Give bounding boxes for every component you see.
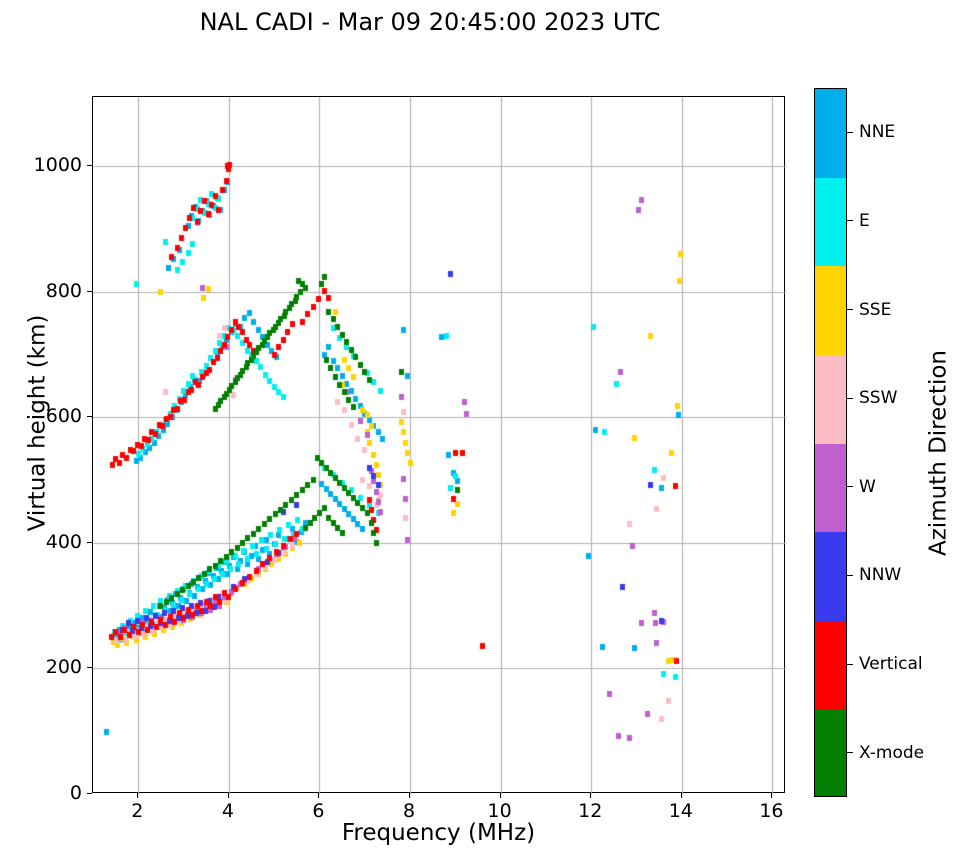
x-tick-label: 12	[578, 800, 603, 822]
colorbar-tick-text: X-mode	[859, 742, 925, 763]
x-tick-mark	[590, 793, 592, 798]
y-tick-mark	[87, 793, 92, 794]
x-axis-ticks: 2 4 6 8 10 12 14 16	[92, 800, 785, 830]
colorbar-tick-text: W	[859, 476, 876, 497]
x-tick-mark	[680, 793, 682, 798]
colorbar-tick-mark	[847, 663, 853, 665]
x-tick-label: 6	[312, 800, 325, 822]
x-tick-mark	[318, 793, 320, 798]
colorbar-band-ssw[interactable]	[815, 354, 846, 444]
y-tick-mark	[87, 416, 92, 418]
y-tick-label: 1000	[33, 154, 82, 177]
colorbar-band-e[interactable]	[815, 177, 846, 267]
y-tick-mark	[87, 290, 92, 292]
y-tick-label: 400	[45, 530, 82, 553]
x-tick-label: 2	[131, 800, 144, 822]
colorbar-tick-mark	[847, 309, 853, 311]
colorbar-tick-text: SSE	[859, 299, 892, 320]
colorbar-band-w[interactable]	[815, 443, 846, 533]
x-tick-mark	[771, 793, 773, 798]
colorbar-tick-mark	[847, 752, 853, 754]
colorbar-band-nnw[interactable]	[815, 532, 846, 621]
y-tick-mark	[87, 667, 92, 669]
colorbar-label: Azimuth Direction	[925, 350, 952, 556]
y-tick-label: 200	[45, 656, 82, 679]
colorbar-tick-text: SSW	[859, 388, 898, 409]
azimuth-colorbar[interactable]	[814, 88, 847, 797]
x-tick-label: 16	[759, 800, 784, 822]
y-tick-mark	[87, 541, 92, 543]
x-tick-label: 4	[221, 800, 234, 822]
x-tick-mark	[227, 793, 229, 798]
colorbar-band-sse[interactable]	[815, 266, 846, 355]
y-tick-label: 0	[69, 782, 82, 804]
x-tick-label: 10	[487, 800, 512, 822]
x-tick-mark	[137, 793, 139, 798]
colorbar-band-vertical[interactable]	[815, 620, 846, 710]
colorbar-tick-text: Vertical	[859, 654, 923, 675]
colorbar-tick-text: E	[859, 210, 870, 231]
colorbar-tick-mark	[847, 397, 853, 399]
colorbar-band-x-mode[interactable]	[815, 709, 846, 796]
colorbar-tick-mark	[847, 486, 853, 488]
page-title: NAL CADI - Mar 09 20:45:00 2023 UTC	[199, 8, 661, 36]
x-tick-label: 14	[668, 800, 693, 822]
y-axis-label: Virtual height (km)	[24, 314, 51, 532]
colorbar-tick-mark	[847, 220, 853, 222]
colorbar-tick-text: NNW	[859, 565, 902, 586]
colorbar-tick-labels: NNE E SSE SSW W NNW Vertical X-mode	[847, 88, 957, 797]
colorbar-tick-text: NNE	[859, 122, 896, 143]
x-axis-label: Frequency (MHz)	[341, 820, 536, 846]
colorbar-band-nne[interactable]	[815, 89, 846, 178]
y-tick-mark	[87, 165, 92, 167]
x-tick-label: 8	[403, 800, 416, 822]
y-tick-label: 800	[45, 279, 82, 302]
ionogram-data-points	[93, 97, 786, 794]
colorbar-tick-mark	[847, 574, 853, 576]
x-tick-mark	[499, 793, 501, 798]
y-axis-ticks: 0 200 400 600 800 1000	[0, 96, 82, 804]
y-tick-label: 600	[45, 405, 82, 428]
plot-axes[interactable]	[92, 96, 786, 794]
x-tick-mark	[409, 793, 411, 798]
colorbar-tick-mark	[847, 131, 853, 133]
